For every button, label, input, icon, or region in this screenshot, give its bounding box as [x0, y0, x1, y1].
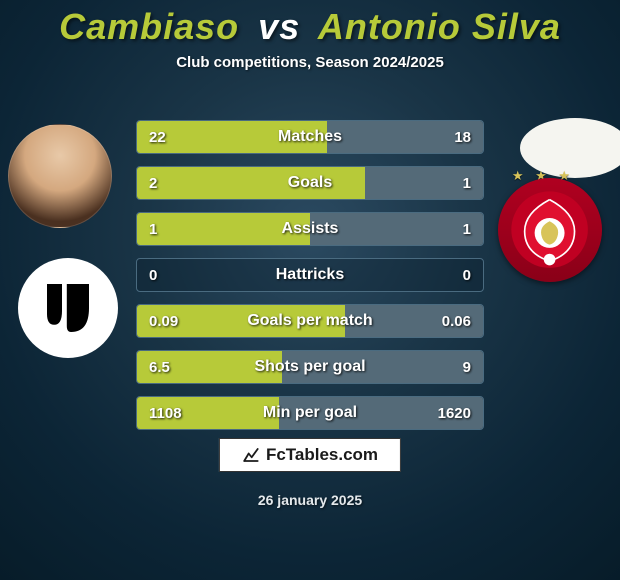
title-vs: vs	[258, 6, 300, 47]
benfica-icon	[508, 188, 591, 271]
stat-row: 2Goals1	[136, 166, 484, 200]
stat-value-left: 1	[137, 221, 197, 238]
club-left-logo	[18, 258, 118, 358]
stat-value-left: 22	[137, 129, 197, 146]
subtitle: Club competitions, Season 2024/2025	[0, 54, 620, 71]
stat-value-right: 18	[423, 129, 483, 146]
page-title: Cambiaso vs Antonio Silva	[0, 0, 620, 48]
stat-value-right: 0	[423, 267, 483, 284]
stat-value-right: 1620	[423, 405, 483, 422]
stat-value-right: 1	[423, 175, 483, 192]
title-right: Antonio Silva	[318, 6, 561, 47]
player-left-avatar	[8, 124, 112, 228]
comparison-card: Cambiaso vs Antonio Silva Club competiti…	[0, 0, 620, 580]
stats-table: 22Matches182Goals11Assists10Hattricks00.…	[136, 120, 484, 442]
stat-value-left: 0.09	[137, 313, 197, 330]
title-left: Cambiaso	[59, 6, 239, 47]
stat-value-right: 9	[423, 359, 483, 376]
stat-row: 0.09Goals per match0.06	[136, 304, 484, 338]
stat-value-right: 0.06	[423, 313, 483, 330]
stat-label: Assists	[197, 220, 423, 238]
stat-row: 6.5Shots per goal9	[136, 350, 484, 384]
chart-icon	[242, 446, 260, 464]
stat-row: 22Matches18	[136, 120, 484, 154]
stat-value-left: 0	[137, 267, 197, 284]
stat-row: 1108Min per goal1620	[136, 396, 484, 430]
stat-label: Shots per goal	[197, 358, 423, 376]
stat-value-left: 1108	[137, 405, 197, 422]
stat-label: Min per goal	[197, 404, 423, 422]
stat-label: Hattricks	[197, 266, 423, 284]
stat-value-left: 2	[137, 175, 197, 192]
stat-row: 1Assists1	[136, 212, 484, 246]
stat-label: Goals per match	[197, 312, 423, 330]
branding-badge: FcTables.com	[219, 438, 401, 472]
stat-value-left: 6.5	[137, 359, 197, 376]
stat-value-right: 1	[423, 221, 483, 238]
stat-label: Goals	[197, 174, 423, 192]
date-label: 26 january 2025	[0, 492, 620, 508]
stat-row: 0Hattricks0	[136, 258, 484, 292]
juventus-icon	[38, 278, 98, 338]
club-right-logo	[498, 178, 602, 282]
branding-text: FcTables.com	[266, 445, 378, 465]
stat-label: Matches	[197, 128, 423, 146]
